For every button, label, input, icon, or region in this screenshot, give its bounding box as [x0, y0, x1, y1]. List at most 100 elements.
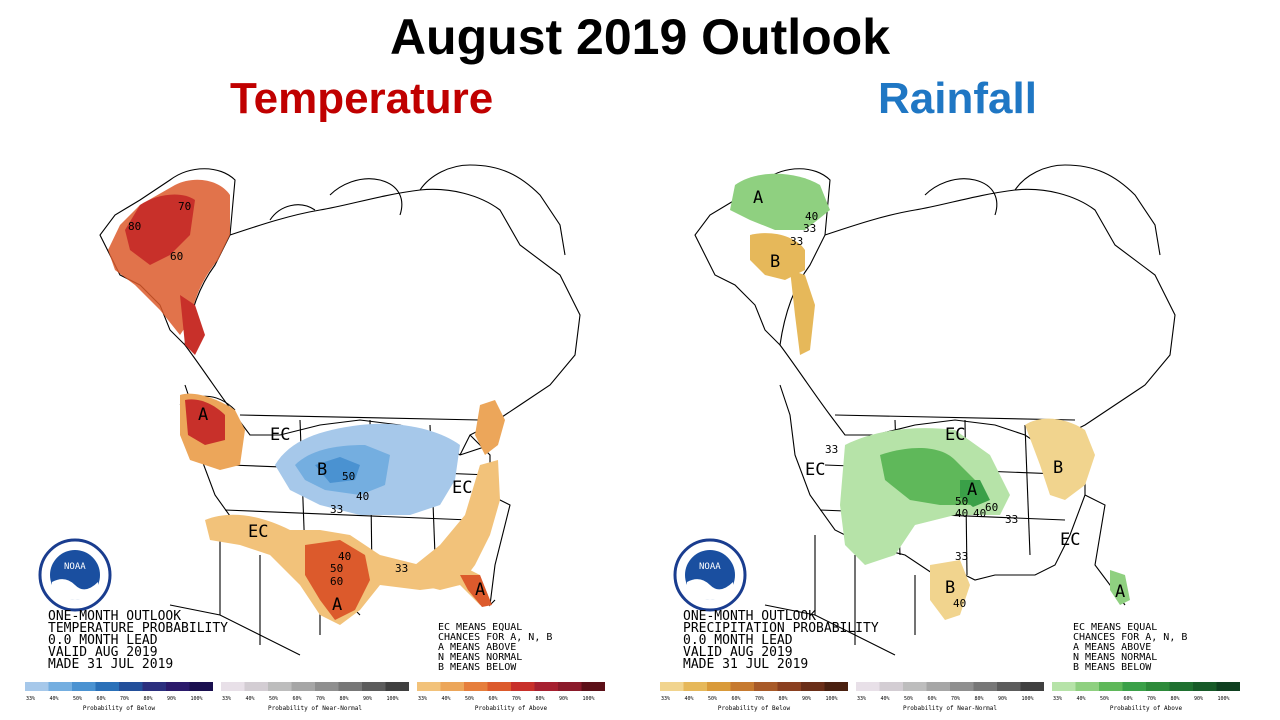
region-labels: EC EC EC B A A A [198, 405, 485, 615]
scale-swatch [221, 682, 245, 691]
central-above-mid [880, 448, 975, 505]
great-lakes-below [1025, 418, 1095, 500]
outlook-line: MADE 31 JUL 2019 [683, 657, 808, 672]
scale-swatch [119, 682, 143, 691]
region-label-b-great-lakes: B [1053, 458, 1063, 478]
alaska-below-rain [750, 233, 805, 280]
contour-label: 60 [170, 250, 183, 263]
scale-swatch [534, 682, 558, 691]
region-label-a-pnw: A [198, 405, 208, 425]
scale-tick-label: 80% [340, 696, 349, 702]
outlook-line: 0.0 MONTH LEAD [48, 633, 158, 648]
ec-note-line: A MEANS ABOVE [438, 642, 516, 653]
noaa-logo-text: NOAA [699, 562, 721, 572]
scale-swatch [315, 682, 339, 691]
scale-swatch [926, 682, 950, 691]
scale-swatch [440, 682, 464, 691]
ec-note-line: EC MEANS EQUAL [1073, 622, 1157, 633]
florida-above-rain [1110, 570, 1130, 605]
scale-swatch [1169, 682, 1193, 691]
outlook-line: VALID AUG 2019 [683, 645, 793, 660]
scale-swatch [1146, 682, 1170, 691]
scale-swatch [362, 682, 386, 691]
scale-tick-label: 100% [826, 696, 838, 702]
scale-tick-label: 33% [26, 696, 35, 702]
ec-note-line: EC MEANS EQUAL [438, 622, 522, 633]
ec-note-line: B MEANS BELOW [438, 662, 517, 673]
region-label-a-florida: A [475, 580, 485, 600]
scale-tick-label: 33% [857, 696, 866, 702]
scale-tick-label: 90% [167, 696, 176, 702]
contour-label: 40 [973, 507, 986, 520]
region-label-a-florida: A [1115, 582, 1125, 602]
outlook-line: 0.0 MONTH LEAD [683, 633, 793, 648]
scale-tick-label: 33% [418, 696, 427, 702]
scale-swatch [777, 682, 801, 691]
scale-swatch [730, 682, 754, 691]
scale-tick-label: 80% [779, 696, 788, 702]
scale-caption: Probability of Near-Normal [268, 705, 362, 712]
scale-swatch [1099, 682, 1123, 691]
ec-note-line: B MEANS BELOW [1073, 662, 1152, 673]
scale-swatch [707, 682, 731, 691]
scale-swatch [801, 682, 825, 691]
scale-tick-label: 40% [881, 696, 890, 702]
scale-tick-label: 33% [661, 696, 670, 702]
scale-tick-label: 50% [904, 696, 913, 702]
scale-tick-label: 60% [928, 696, 937, 702]
scale-caption: Probability of Above [1110, 705, 1183, 712]
region-labels: A B EC EC EC A B B A [753, 188, 1125, 602]
outlook-line: VALID AUG 2019 [48, 645, 158, 660]
rainfall-map: A B EC EC EC A B B A 40 33 33 33 40 50 4… [660, 164, 1240, 712]
ec-note-line: N MEANS NORMAL [438, 652, 522, 663]
central-below-core [315, 457, 360, 483]
region-label-b-alaska: B [770, 252, 780, 272]
probability-scales: 33% 40% 50% 60% 70% 80% 90% 100% Probability of … [25, 682, 605, 712]
alaska-above-rain [730, 173, 830, 230]
scale-tick-label: 100% [1218, 696, 1230, 702]
contour-label: 60 [330, 575, 343, 588]
region-label-ec-west: EC [805, 460, 825, 480]
scale-tick-label: 33% [1053, 696, 1062, 702]
scale-tick-label: 60% [732, 696, 741, 702]
scale-tick-label: 90% [1194, 696, 1203, 702]
east-coast-above [415, 460, 500, 590]
scale-swatch [487, 682, 511, 691]
contour-label: 33 [395, 562, 408, 575]
scale-caption: Probability of Near-Normal [903, 705, 997, 712]
scale-tick-label: 40% [1077, 696, 1086, 702]
scale-tick-label: 80% [144, 696, 153, 702]
scale-swatch [1075, 682, 1099, 691]
scale-tick-label: 100% [191, 696, 203, 702]
scale-tick-label: 90% [998, 696, 1007, 702]
probability-scales: 33% 40% 50% 60% 70% 80% 90% 100% Probability of … [660, 682, 1240, 712]
contour-label: 33 [1005, 513, 1018, 526]
scale-swatch [268, 682, 292, 691]
scale-swatch [166, 682, 190, 691]
region-label-a-texas: A [332, 595, 342, 615]
scale-tick-label: 70% [755, 696, 764, 702]
region-label-b-central: B [317, 460, 327, 480]
contour-label: 33 [803, 222, 816, 235]
contour-label: 80 [128, 220, 141, 233]
contour-label: 33 [330, 503, 343, 516]
temperature-map-panel: EC EC EC B A A A 70 80 60 50 40 33 40 50… [20, 135, 620, 715]
scale-swatch [581, 682, 605, 691]
scale-swatch [997, 682, 1021, 691]
scale-tick-label: 70% [120, 696, 129, 702]
scale-swatch [1216, 682, 1240, 691]
region-label-ec-east: EC [452, 478, 472, 498]
scale-swatch [385, 682, 409, 691]
scale-tick-label: 100% [583, 696, 595, 702]
scale-tick-label: 90% [363, 696, 372, 702]
noaa-logo: NOAA [38, 538, 112, 612]
outlook-line: PRECIPITATION PROBABILITY [683, 621, 879, 636]
texas-above-core [305, 540, 370, 620]
region-label-ec-west: EC [270, 425, 290, 445]
scale-swatch [824, 682, 848, 691]
scale-swatch [95, 682, 119, 691]
scale-swatch [189, 682, 213, 691]
northeast-above [475, 400, 505, 455]
region-label-a-central: A [967, 480, 977, 500]
central-above-core [960, 480, 990, 507]
